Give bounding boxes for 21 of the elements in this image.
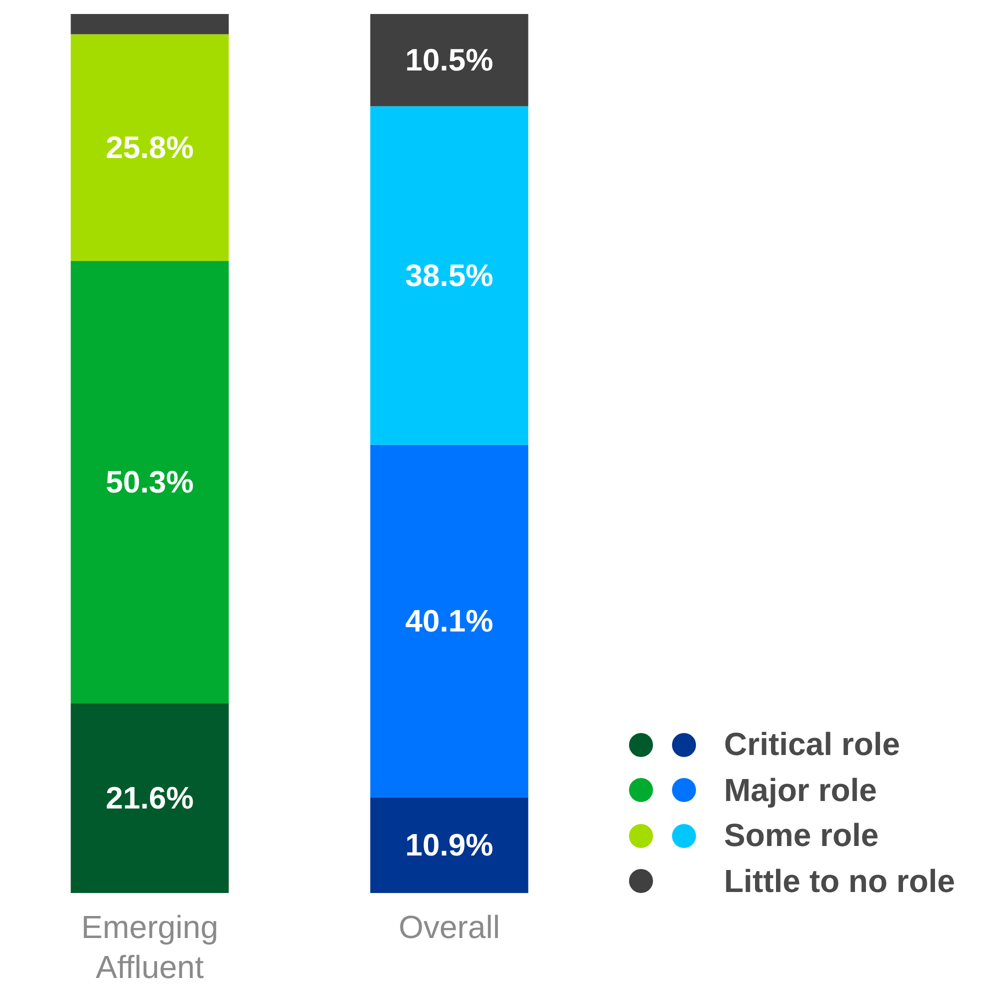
x-tick-label: Emerging Affluent [81,909,218,985]
legend-label: Some role [724,817,879,854]
bar [70,261,229,704]
bar [70,34,229,261]
data-label: 38.5% [405,258,494,294]
data-label: 10.9% [405,828,494,863]
bar [70,14,229,34]
data-label: 40.1% [405,603,494,638]
bar [370,797,528,893]
bar [70,703,229,893]
bar [370,14,528,106]
data-label: 50.3% [106,464,194,500]
x-tick-label: Overall [398,909,500,945]
data-label: 10.5% [405,42,494,78]
bar [370,106,528,445]
data-label: 21.6% [106,780,194,816]
legend-label: Little to no role [724,862,956,900]
legend-label: Major role [724,772,877,808]
bar [370,444,528,798]
data-label: 25.8% [106,130,194,166]
legend-label: Critical role [724,726,900,763]
